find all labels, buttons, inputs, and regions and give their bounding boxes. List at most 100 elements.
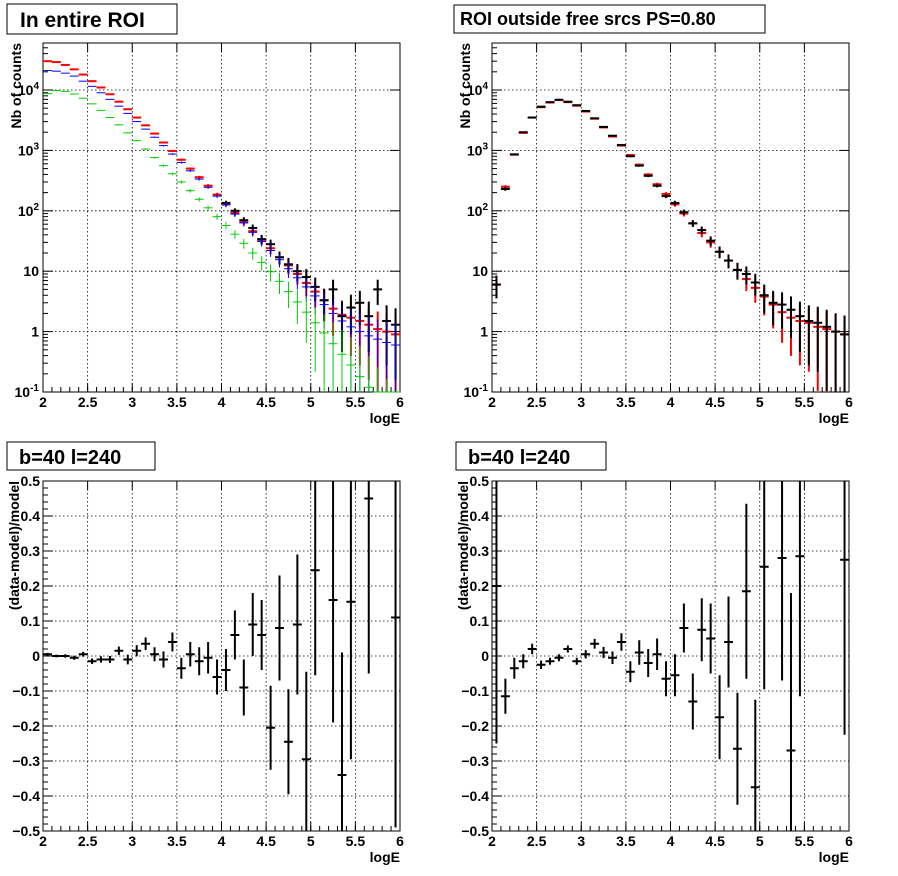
data-point [194,197,204,202]
data-point [643,649,653,677]
data-point [608,651,617,665]
data-point [500,187,510,191]
data-point [51,654,61,658]
y-tick-label: −0.2 [12,718,40,734]
data-point [545,101,555,104]
x-tick-label: 3 [128,394,136,410]
x-tick-label: 3 [577,394,585,410]
data-point [78,97,88,99]
y-tick-label: 10 [23,263,39,279]
x-tick-label: 6 [845,394,853,410]
x-tick-label: 6 [396,833,404,849]
data-point [319,314,329,392]
data-point [500,678,510,714]
y-tick-label: 0.5 [470,473,490,489]
data-point [337,329,347,392]
data-point [337,652,347,831]
data-point [625,661,635,683]
data-point [759,284,769,314]
y-tick-label: 0.5 [21,473,41,489]
y-tick-label: −0.3 [461,753,489,769]
data-point [301,671,311,831]
data-point [724,254,733,269]
chart-title-3: b=40 l=240 [19,447,121,469]
x-tick-label: 5.5 [795,833,815,849]
data-point [275,575,284,681]
data-point [608,134,617,137]
data-point [123,654,133,665]
y-tick-label: −0.5 [461,823,489,839]
y-tick-label: 0.2 [21,578,41,594]
data-point [581,109,591,112]
data-point [750,273,760,296]
y-axis-label-4: (data-model)/model [455,481,471,610]
data-point [670,200,680,206]
data-point [266,245,276,257]
data-point [590,638,600,649]
x-tick-label: 5 [307,394,315,410]
data-point [87,103,97,105]
data-point [69,93,79,95]
data-point [239,659,249,716]
data-point [275,272,284,295]
data-point [310,306,320,372]
data-point [688,220,698,227]
data-point [328,481,338,723]
y-tick-label: 103 [18,141,40,158]
data-point [78,651,88,657]
data-point [292,290,302,324]
data-point [509,153,519,156]
x-tick-label: 5 [756,833,764,849]
data-point [310,481,320,676]
data-point [159,141,168,144]
data-point [840,315,849,392]
x-tick-label: 5.5 [795,394,815,410]
data-point [616,633,626,651]
data-point [132,645,142,657]
data-point [346,481,356,760]
data-point [724,596,733,688]
data-point [114,100,124,103]
data-point [159,651,168,668]
data-point [590,117,600,120]
data-point [221,222,231,230]
x-tick-label: 3.5 [167,833,187,849]
y-axis-label-3: (data-model)/model [6,481,22,610]
data-point [301,277,311,302]
data-point [643,174,653,178]
x-tick-label: 3 [128,833,136,849]
data-point [373,279,383,305]
data-point [167,172,177,176]
data-point [159,144,168,147]
data-point [257,237,267,247]
y-tick-label: −0.4 [12,788,40,804]
data-point [292,269,302,290]
data-point [96,86,106,89]
data-point [563,100,573,103]
data-point [697,598,707,662]
data-point [715,675,725,760]
x-axis-label-2: logE [819,410,849,426]
data-point [230,610,240,660]
data-point [283,281,293,309]
data-point [750,699,760,831]
data-point [563,645,573,653]
data-point [212,213,222,220]
x-tick-label: 4.5 [256,394,276,410]
data-point [554,654,564,662]
x-tick-label: 4 [218,394,226,410]
data-point [382,379,392,393]
x-tick-label: 6 [396,394,404,410]
data-point [759,481,769,690]
data-point [822,309,832,391]
y-tick-label: −0.3 [12,753,40,769]
data-point [51,90,61,92]
chart-title-1: In entire ROI [20,9,145,32]
data-point [203,185,213,190]
title-box-1 [6,3,178,35]
data-point [292,554,302,695]
x-tick-label: 2.5 [527,833,547,849]
data-point [230,230,240,239]
y-tick-label: −0.1 [461,683,489,699]
